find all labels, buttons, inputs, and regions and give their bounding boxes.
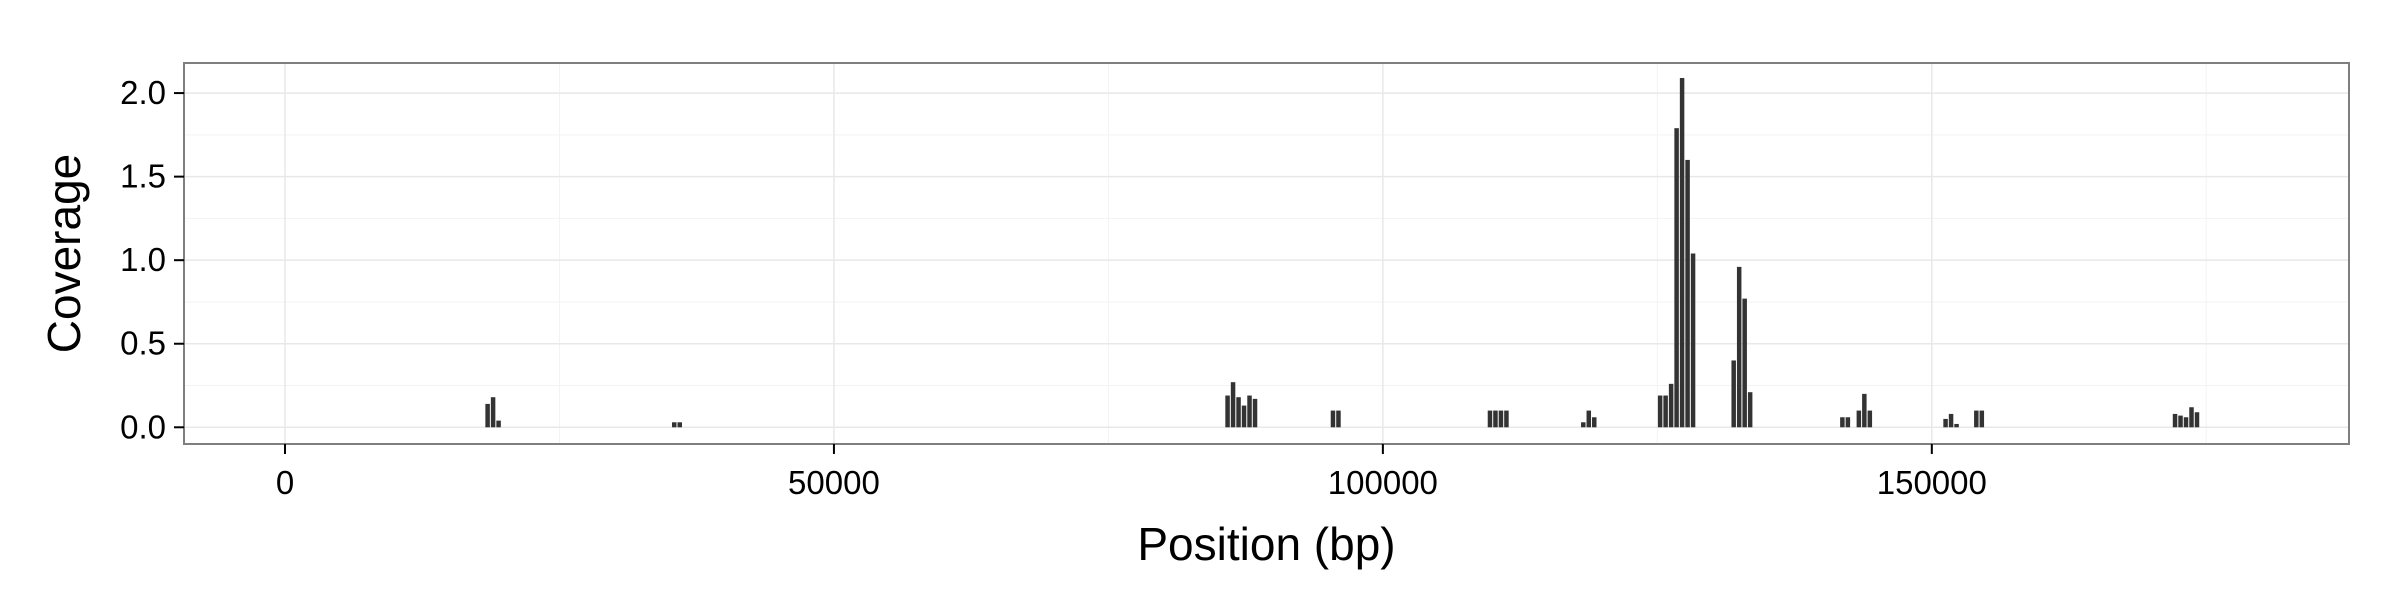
bar bbox=[1862, 393, 1867, 428]
bar bbox=[1690, 253, 1696, 428]
bar bbox=[1856, 410, 1862, 428]
bar bbox=[1974, 410, 1979, 428]
bar bbox=[1979, 410, 1985, 428]
bar bbox=[2183, 417, 2189, 428]
y-tick-label: 1.0 bbox=[120, 241, 166, 278]
plot-panel-border bbox=[183, 62, 2350, 445]
bar bbox=[496, 420, 501, 428]
bar bbox=[677, 422, 682, 428]
bar bbox=[1943, 418, 1948, 428]
bar bbox=[672, 422, 677, 428]
grid-lines bbox=[184, 63, 2349, 444]
bar bbox=[1679, 78, 1685, 428]
y-axis-title: Coverage bbox=[38, 154, 90, 353]
bar bbox=[1731, 360, 1736, 428]
bar bbox=[1674, 128, 1679, 428]
bar bbox=[2194, 412, 2200, 428]
bar bbox=[1498, 410, 1504, 428]
bar bbox=[1845, 417, 1851, 428]
bar bbox=[1236, 397, 1241, 428]
bar bbox=[2172, 413, 2178, 428]
bar bbox=[1685, 159, 1690, 428]
y-tick-label: 0.0 bbox=[120, 408, 166, 445]
bar bbox=[1487, 410, 1493, 428]
x-axis: 0 50000 100000 150000 bbox=[276, 444, 1987, 501]
bar bbox=[1336, 410, 1341, 428]
bar bbox=[1504, 410, 1509, 428]
x-tick-label: 150000 bbox=[1877, 464, 1987, 501]
x-tick-label: 100000 bbox=[1328, 464, 1438, 501]
bar bbox=[1736, 266, 1742, 428]
bar bbox=[1948, 413, 1954, 428]
bar bbox=[1586, 410, 1592, 428]
bar bbox=[1247, 395, 1252, 428]
y-tick-label: 1.5 bbox=[120, 158, 166, 195]
bar bbox=[1954, 423, 1959, 428]
x-tick-label: 50000 bbox=[788, 464, 880, 501]
x-axis-title: Position (bp) bbox=[1137, 518, 1395, 570]
y-tick-label: 2.0 bbox=[120, 74, 166, 111]
bar bbox=[1592, 417, 1597, 428]
bar bbox=[1668, 383, 1674, 428]
x-tick-label: 0 bbox=[276, 464, 294, 501]
bar bbox=[1747, 392, 1753, 428]
bar bbox=[1252, 398, 1258, 428]
bar bbox=[1241, 405, 1247, 428]
bar-series bbox=[485, 78, 2200, 428]
bar bbox=[485, 403, 490, 428]
bar bbox=[1663, 395, 1668, 428]
y-tick-label: 0.5 bbox=[120, 325, 166, 362]
bar bbox=[1657, 395, 1663, 428]
bar bbox=[1330, 410, 1336, 428]
bar bbox=[1230, 382, 1236, 428]
bar bbox=[1581, 422, 1586, 428]
bar bbox=[1493, 410, 1498, 428]
bar bbox=[1867, 410, 1873, 428]
y-axis: 0.0 0.5 1.0 1.5 2.0 bbox=[120, 74, 184, 445]
bar bbox=[2189, 407, 2194, 428]
bar bbox=[1840, 417, 1845, 428]
bar bbox=[1742, 298, 1747, 428]
bar bbox=[1225, 395, 1230, 428]
bar bbox=[2178, 415, 2183, 428]
bar bbox=[490, 397, 496, 428]
